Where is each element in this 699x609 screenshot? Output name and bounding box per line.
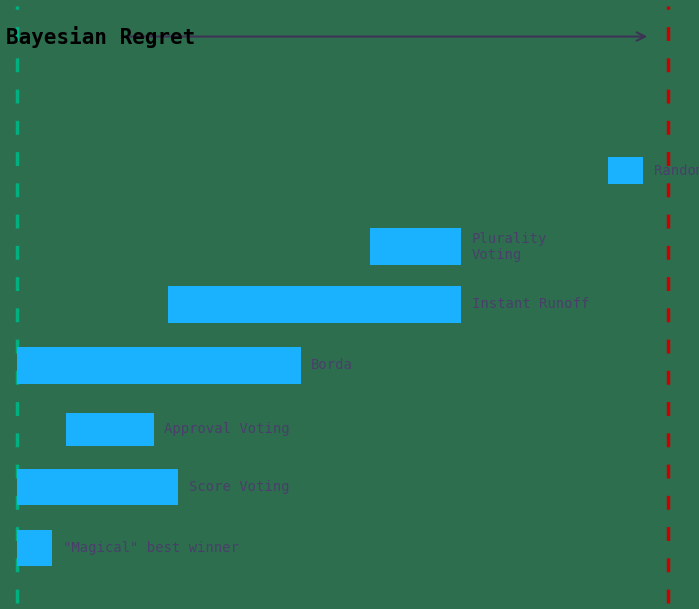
Text: Borda: Borda xyxy=(311,359,353,372)
Bar xyxy=(168,286,461,323)
Text: Approval Voting: Approval Voting xyxy=(164,423,290,436)
Text: Instant Runoff: Instant Runoff xyxy=(472,298,589,311)
Bar xyxy=(608,157,643,184)
Text: "Magical" best winner: "Magical" best winner xyxy=(63,541,239,555)
Bar xyxy=(17,347,301,384)
Text: Random winner: Random winner xyxy=(654,164,699,177)
Text: Bayesian Regret: Bayesian Regret xyxy=(6,26,195,48)
Text: Plurality
Voting: Plurality Voting xyxy=(472,231,547,262)
Bar xyxy=(17,530,52,566)
Text: Score Voting: Score Voting xyxy=(189,481,289,494)
Bar xyxy=(370,228,461,265)
Bar xyxy=(17,469,178,505)
Bar xyxy=(66,413,154,446)
